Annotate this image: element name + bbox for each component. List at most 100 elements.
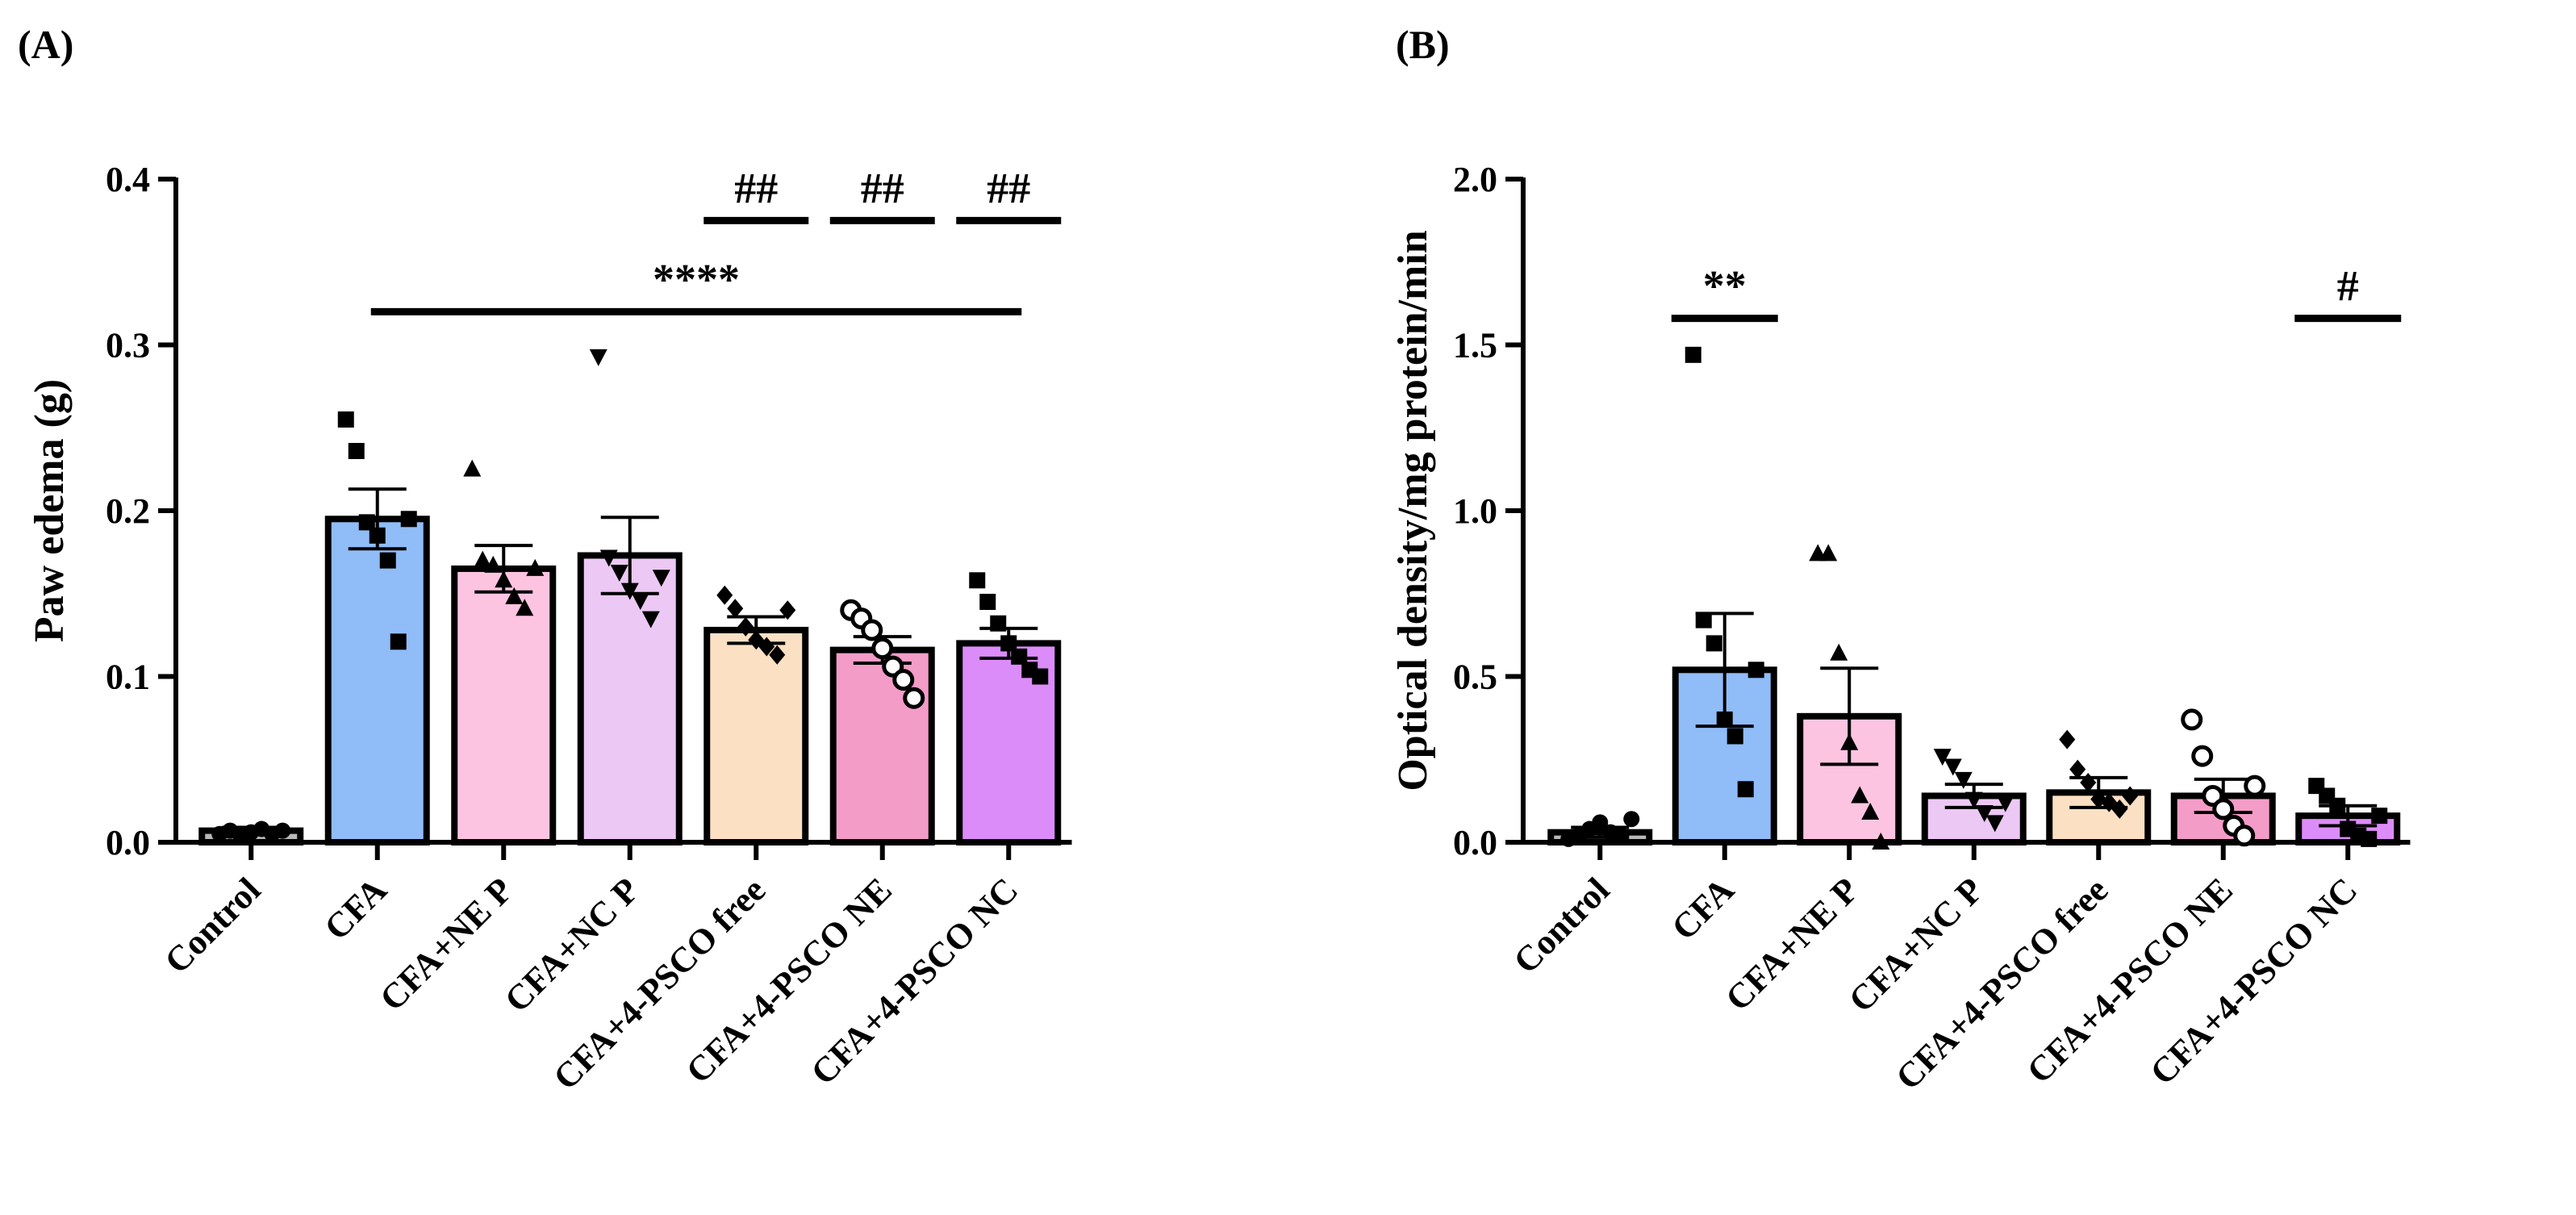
data-point [2329,797,2346,814]
data-point [1985,815,2004,833]
significance-label: ** [1703,262,1747,311]
data-point [769,645,786,665]
data-point [1706,635,1722,652]
data-point [526,558,545,576]
significance-label: # [2337,262,2359,311]
y-tick-label: 0.0 [106,823,150,862]
data-point [516,599,534,616]
data-point [1032,668,1049,685]
data-point [474,550,492,568]
data-point [610,565,628,582]
data-point [1851,786,1869,804]
data-point [631,592,649,610]
y-tick-label: 1.0 [1453,491,1497,531]
category-label: CFA+NE P [1718,870,1866,1018]
panel-b: (B) 0.0 0.5 1.0 1.5 2.0 Optical density/mg pro… [1390,22,2411,1097]
y-axis-title: Paw edema (g) [27,379,73,642]
data-point [1011,648,1028,665]
data-point [1623,811,1640,828]
panel-label: (B) [1396,22,1450,67]
data-point [505,587,524,604]
data-point [861,619,883,641]
data-point [2371,808,2388,825]
data-point [274,822,291,839]
data-point [495,570,513,588]
data-point [390,633,407,650]
significance-label: **** [653,255,740,303]
data-point [892,669,915,691]
significance-label: ## [861,164,904,212]
significance-label: ## [734,164,778,212]
data-point [400,511,417,528]
category-label: Control [1506,870,1618,981]
data-point [903,687,925,709]
data-point [484,555,503,573]
data-point [1613,827,1630,844]
data-point [1716,711,1733,728]
data-point [348,443,365,460]
y-tick-label: 0.1 [106,658,150,697]
data-point [737,616,754,637]
data-point [620,582,639,600]
category-label: CFA+4-PSCO NE [2019,870,2240,1091]
data-point [716,585,733,605]
data-point [2111,799,2128,819]
data-point [379,552,396,569]
data-point [2233,825,2256,847]
panel-a: (A) 0.0 0.1 0.2 0.3 0.4 Paw edema (g) Control CF… [18,22,1072,1097]
y-tick-label: 0.2 [106,491,150,531]
data-point [1996,795,2014,812]
data-point [1872,833,1890,850]
data-point [979,594,996,611]
data-point [1943,758,1962,776]
bar [577,552,683,845]
y-tick-label: 0.3 [106,326,150,365]
data-point [1861,803,1880,820]
data-point [337,411,354,428]
data-point [727,599,744,619]
data-point [1726,728,1743,745]
bar [829,646,935,845]
data-point [1975,805,1994,823]
category-label: CFA+NE P [372,870,520,1018]
data-point [1840,733,1859,750]
data-point [463,459,482,477]
data-point [1695,612,1712,628]
category-label: CFA+4-PSCO NC [2143,870,2365,1092]
data-point [369,527,386,544]
bar [324,516,430,846]
data-point [599,549,618,567]
bar [451,565,557,845]
data-point [1747,662,1764,678]
data-point [990,615,1007,632]
data-point [871,637,894,660]
data-point [969,572,986,589]
data-point [1954,771,1973,789]
y-tick-label: 2.0 [1453,160,1497,199]
category-label: CFA+4-PSCO NC [804,870,1026,1092]
data-point [2191,745,2214,767]
data-point [2244,775,2266,797]
significance-label: ## [987,164,1030,212]
panel-label: (A) [18,22,73,67]
category-label: Control [157,870,269,981]
y-tick-label: 1.5 [1453,326,1497,365]
data-point [358,514,375,531]
data-point [2080,773,2097,793]
data-point [2361,830,2378,847]
bar [703,626,809,846]
data-point [1592,814,1609,831]
data-point [2122,786,2139,806]
data-point [2212,798,2235,820]
category-label: CFA+4-PSCO free [1888,870,2115,1097]
data-point [758,637,775,657]
data-point [641,611,660,628]
category-label: CFA [1664,870,1742,947]
y-axis-title: Optical density/mg protein/min [1390,230,1436,791]
data-point [589,349,607,366]
data-point [2181,708,2203,731]
data-point [1819,544,1838,562]
data-point [1000,635,1017,652]
data-point [2059,729,2076,749]
